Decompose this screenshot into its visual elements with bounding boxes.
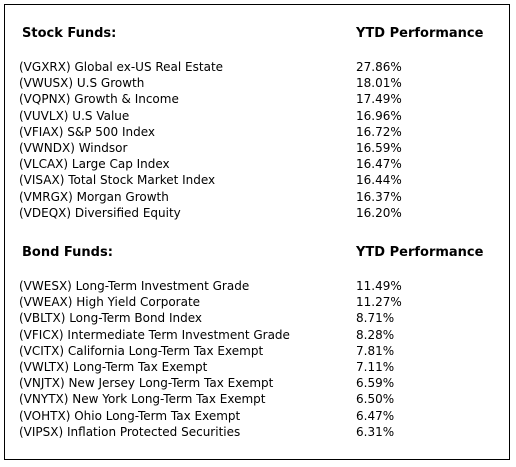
funds-performance-panel: Stock Funds: YTD Performance (VGXRX) Glo… xyxy=(4,4,510,460)
fund-name: (VDEQX) Diversified Equity xyxy=(19,205,181,220)
fund-name: (VFIAX) S&P 500 Index xyxy=(19,124,156,139)
fund-ytd: 16.44% xyxy=(356,173,402,188)
fund-name: (VNJTX) New Jersey Long-Term Tax Exempt xyxy=(19,376,274,391)
fund-name: (VOHTX) Ohio Long-Term Tax Exempt xyxy=(19,408,241,423)
fund-name: (VBLTX) Long-Term Bond Index xyxy=(19,311,203,326)
fund-name: (VUVLX) U.S Value xyxy=(19,108,130,123)
fund-name: (VISAX) Total Stock Market Index xyxy=(19,173,216,188)
stock-fund-row: (VQPNX) Growth & Income 17.49% xyxy=(19,91,489,107)
bond-funds-list: (VWESX) Long-Term Investment Grade 11.49%… xyxy=(19,278,489,440)
fund-name: (VLCAX) Large Cap Index xyxy=(19,157,170,172)
fund-name: (VNYTX) New York Long-Term Tax Exempt xyxy=(19,392,266,407)
bond-funds-section: Bond Funds: YTD Performance (VWESX) Long… xyxy=(19,245,489,440)
stock-funds-heading: Stock Funds: xyxy=(22,26,117,41)
stock-fund-row: (VMRGX) Morgan Growth 16.37% xyxy=(19,189,489,205)
fund-ytd: 16.72% xyxy=(356,124,402,139)
fund-name: (VMRGX) Morgan Growth xyxy=(19,189,169,204)
fund-ytd: 8.71% xyxy=(356,311,395,326)
fund-ytd: 7.11% xyxy=(356,359,395,374)
stock-fund-row: (VDEQX) Diversified Equity 16.20% xyxy=(19,205,489,221)
fund-name: (VIPSX) Inflation Protected Securities xyxy=(19,424,241,439)
bond-fund-row: (VOHTX) Ohio Long-Term Tax Exempt 6.47% xyxy=(19,408,489,424)
stock-fund-row: (VFIAX) S&P 500 Index 16.72% xyxy=(19,124,489,140)
fund-ytd: 6.50% xyxy=(356,392,395,407)
fund-ytd: 18.01% xyxy=(356,76,402,91)
bond-fund-row: (VBLTX) Long-Term Bond Index 8.71% xyxy=(19,310,489,326)
fund-ytd: 16.37% xyxy=(356,189,402,204)
fund-ytd: 6.59% xyxy=(356,376,395,391)
bond-fund-row: (VNJTX) New Jersey Long-Term Tax Exempt 6… xyxy=(19,375,489,391)
fund-ytd: 17.49% xyxy=(356,92,402,107)
stock-fund-row: (VWUSX) U.S Growth 18.01% xyxy=(19,75,489,91)
fund-ytd: 11.49% xyxy=(356,279,402,293)
stock-fund-row: (VISAX) Total Stock Market Index 16.44% xyxy=(19,172,489,188)
fund-name: (VQPNX) Growth & Income xyxy=(19,92,179,107)
stock-fund-row: (VLCAX) Large Cap Index 16.47% xyxy=(19,156,489,172)
bond-fund-row: (VWLTX) Long-Term Tax Exempt 7.11% xyxy=(19,359,489,375)
fund-name: (VWUSX) U.S Growth xyxy=(19,76,145,91)
fund-name: (VCITX) California Long-Term Tax Exempt xyxy=(19,343,264,358)
bond-fund-row: (VFICX) Intermediate Term Investment Gra… xyxy=(19,327,489,343)
fund-ytd: 16.59% xyxy=(356,140,402,155)
fund-ytd: 7.81% xyxy=(356,343,395,358)
fund-ytd: 27.86% xyxy=(356,60,402,74)
stock-funds-list: (VGXRX) Global ex-US Real Estate 27.86% (… xyxy=(19,59,489,221)
bond-fund-row: (VNYTX) New York Long-Term Tax Exempt 6.5… xyxy=(19,391,489,407)
fund-ytd: 16.47% xyxy=(356,157,402,172)
bond-ytd-performance-heading: YTD Performance xyxy=(356,245,484,260)
stock-fund-row: (VUVLX) U.S Value 16.96% xyxy=(19,108,489,124)
fund-ytd: 16.20% xyxy=(356,205,402,220)
bond-fund-row: (VIPSX) Inflation Protected Securities 6.… xyxy=(19,424,489,440)
bond-fund-row: (VWESX) Long-Term Investment Grade 11.49% xyxy=(19,278,489,294)
fund-ytd: 6.47% xyxy=(356,408,395,423)
stock-funds-header-row: Stock Funds: YTD Performance xyxy=(19,26,489,42)
stock-fund-row: (VWNDX) Windsor 16.59% xyxy=(19,140,489,156)
stock-funds-section: Stock Funds: YTD Performance (VGXRX) Glo… xyxy=(19,26,489,221)
bond-fund-row: (VCITX) California Long-Term Tax Exempt 7… xyxy=(19,343,489,359)
bond-funds-heading: Bond Funds: xyxy=(22,245,113,260)
fund-ytd: 8.28% xyxy=(356,327,395,342)
bond-fund-row: (VWEAX) High Yield Corporate 11.27% xyxy=(19,294,489,310)
bond-funds-header-row: Bond Funds: YTD Performance xyxy=(19,245,489,261)
fund-name: (VWNDX) Windsor xyxy=(19,140,128,155)
fund-name: (VFICX) Intermediate Term Investment Gra… xyxy=(19,327,290,342)
fund-ytd: 11.27% xyxy=(356,295,402,310)
fund-name: (VWLTX) Long-Term Tax Exempt xyxy=(19,359,208,374)
stock-ytd-performance-heading: YTD Performance xyxy=(356,26,484,41)
fund-ytd: 16.96% xyxy=(356,108,402,123)
fund-name: (VWEAX) High Yield Corporate xyxy=(19,295,201,310)
stock-fund-row: (VGXRX) Global ex-US Real Estate 27.86% xyxy=(19,59,489,75)
fund-name: (VWESX) Long-Term Investment Grade xyxy=(19,279,250,293)
fund-ytd: 6.31% xyxy=(356,424,395,439)
fund-name: (VGXRX) Global ex-US Real Estate xyxy=(19,60,224,74)
